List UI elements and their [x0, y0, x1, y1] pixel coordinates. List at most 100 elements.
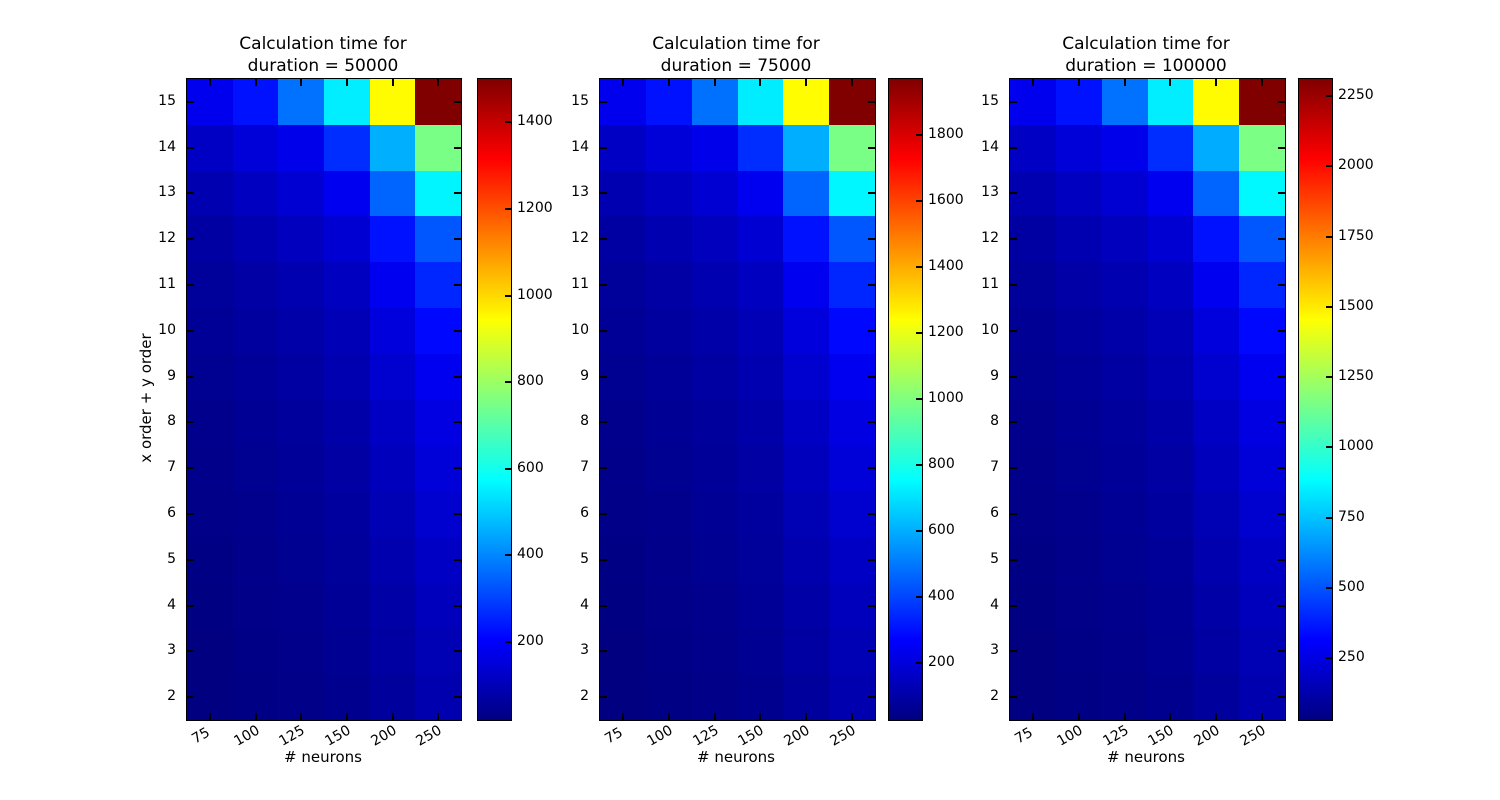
y-tick-mark [600, 421, 607, 424]
y-tick-mark [454, 100, 461, 103]
heatmap-cell [187, 445, 233, 491]
y-tick-label: 8 [580, 413, 589, 430]
x-tick-label: 250 [413, 722, 445, 750]
heatmap-cell [233, 262, 278, 308]
y-tick-mark [600, 284, 607, 287]
y-tick-label: 13 [158, 184, 176, 201]
plot-title-1-line2: duration = 50000 [247, 56, 399, 76]
colorbar-tick-mark [916, 397, 922, 400]
heatmap-cell [370, 171, 415, 216]
y-tick-mark [187, 375, 194, 378]
heatmap-cell [187, 125, 233, 171]
heatmap-cell [692, 354, 738, 400]
colorbar-tick-label: 1200 [517, 199, 553, 216]
y-tick-mark [454, 329, 461, 332]
heatmap-cell [783, 583, 829, 628]
heatmap-axes-2 [599, 78, 876, 721]
y-tick-mark [1010, 421, 1017, 424]
x-tick-mark [621, 713, 624, 720]
colorbar-tick-label: 2250 [1338, 86, 1374, 103]
heatmap-cell [233, 125, 278, 171]
heatmap-cell [1056, 171, 1102, 216]
y-axis-label: x order + y order [137, 333, 155, 463]
x-tick-mark [759, 713, 762, 720]
y-tick-mark [868, 192, 875, 195]
heatmap-cell [646, 216, 692, 262]
y-tick-mark [868, 421, 875, 424]
x-tick-label: 250 [1237, 722, 1269, 750]
heatmap-cell [738, 628, 783, 674]
y-tick-mark [187, 238, 194, 241]
y-tick-label: 14 [981, 138, 999, 155]
y-tick-label: 4 [990, 596, 999, 613]
heatmap-cell [324, 628, 370, 674]
heatmap-cell [738, 354, 783, 400]
y-tick-label: 7 [167, 459, 176, 476]
heatmap-cell [692, 491, 738, 537]
heatmap-cell [1056, 79, 1102, 125]
heatmap-cell [1239, 354, 1285, 400]
y-tick-label: 8 [167, 413, 176, 430]
y-tick-mark [1010, 192, 1017, 195]
heatmap-cell [1102, 628, 1148, 674]
heatmap-cell [187, 400, 233, 445]
heatmap-cell [278, 491, 324, 537]
colorbar-tick-label: 400 [517, 546, 544, 563]
colorbar-tick-mark [505, 381, 511, 384]
heatmap-cell [646, 308, 692, 354]
y-tick-mark [1278, 284, 1285, 287]
heatmap-cell [1148, 354, 1193, 400]
x-tick-mark [851, 713, 854, 720]
heatmap-cell [829, 491, 875, 537]
heatmap-cell [1056, 583, 1102, 628]
x-tick-mark [437, 713, 440, 720]
heatmap-cell [324, 583, 370, 628]
heatmap-cell [1102, 216, 1148, 262]
heatmap-cell [415, 79, 461, 125]
y-tick-mark [1278, 329, 1285, 332]
y-tick-mark [454, 238, 461, 241]
colorbar-tick-label: 1400 [928, 257, 964, 274]
y-tick-label: 3 [580, 642, 589, 659]
heatmap-cell [600, 491, 646, 537]
heatmap-cell [1010, 628, 1056, 674]
heatmap-cell [1193, 216, 1239, 262]
heatmap-cell [278, 171, 324, 216]
colorbar-tick-mark [1326, 516, 1332, 519]
y-tick-label: 2 [580, 688, 589, 705]
heatmap-cell [1010, 79, 1056, 125]
colorbar-tick-mark [1326, 587, 1332, 590]
heatmap-cell [783, 171, 829, 216]
heatmap-cell [1056, 400, 1102, 445]
heatmap-cell [1148, 125, 1193, 171]
heatmap-cell [1010, 354, 1056, 400]
y-tick-mark [1010, 650, 1017, 653]
y-tick-mark [1278, 512, 1285, 515]
heatmap-cell [1239, 171, 1285, 216]
heatmap-cell [1239, 537, 1285, 583]
colorbar-tick-mark [1326, 94, 1332, 97]
colorbar-tick-mark [916, 134, 922, 137]
y-tick-mark [868, 146, 875, 149]
plot-title-1-line1: Calculation time for [239, 34, 407, 54]
x-tick-mark [667, 79, 670, 86]
heatmap-cell [600, 674, 646, 720]
heatmap-cell [187, 628, 233, 674]
heatmap-cell [324, 674, 370, 720]
heatmap-cell [1148, 308, 1193, 354]
colorbar-tick-label: 200 [517, 633, 544, 650]
heatmap-cell [233, 216, 278, 262]
y-tick-label: 6 [990, 504, 999, 521]
heatmap-cell [1193, 79, 1239, 125]
x-tick-mark [1077, 79, 1080, 86]
heatmap-cell [646, 79, 692, 125]
heatmap-cell [278, 125, 324, 171]
y-tick-label: 14 [571, 138, 589, 155]
heatmap-cell [1148, 445, 1193, 491]
heatmap-cell [187, 262, 233, 308]
heatmap-cell [187, 171, 233, 216]
y-tick-label: 13 [571, 184, 589, 201]
y-tick-mark [600, 650, 607, 653]
y-tick-label: 8 [990, 413, 999, 430]
heatmap-cell [783, 216, 829, 262]
